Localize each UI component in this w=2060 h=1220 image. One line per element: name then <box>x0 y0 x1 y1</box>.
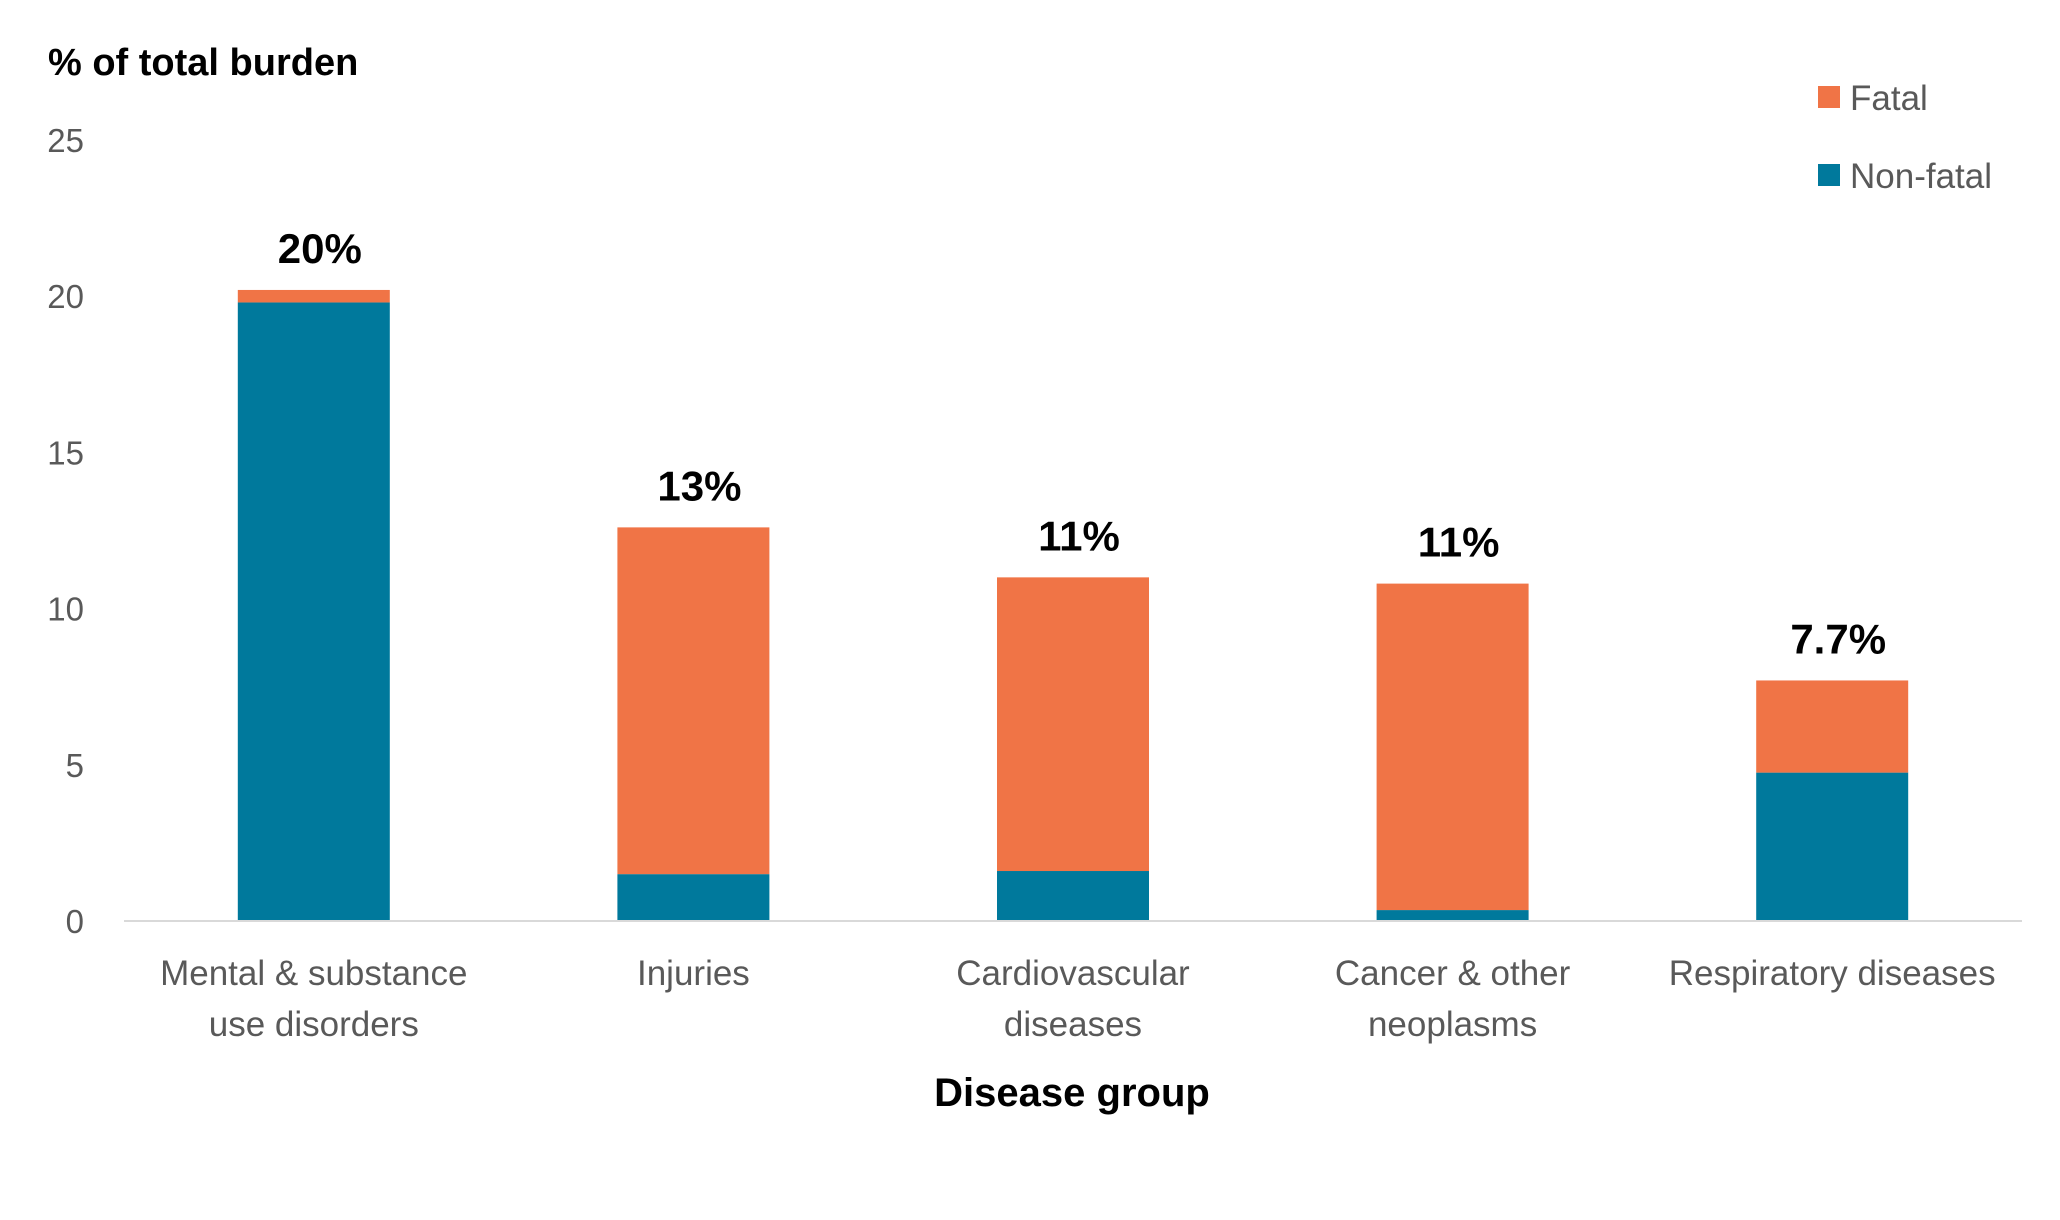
bars <box>237 289 1909 921</box>
category-label-3: Cancer & other <box>1335 954 1571 993</box>
y-tick-label: 0 <box>66 903 84 940</box>
y-tick-label: 5 <box>66 747 84 784</box>
bar-fatal-4 <box>1756 680 1909 773</box>
category-label-2: Cardiovascular <box>956 954 1190 993</box>
bar-fatal-3 <box>1376 583 1529 911</box>
y-tick-label: 20 <box>47 278 84 315</box>
data-label-3: 11% <box>1418 519 1500 566</box>
bar-fatal-0 <box>237 289 390 303</box>
category-label-0: Mental & substance <box>160 954 467 993</box>
category-label-4: Respiratory diseases <box>1669 954 1996 993</box>
y-axis-title: % of total burden <box>48 42 358 84</box>
category-labels: Mental & substance use disorders Injuries C… <box>160 954 1996 1044</box>
legend-label-fatal: Fatal <box>1850 79 1928 118</box>
legend-swatch-non-fatal <box>1818 164 1840 186</box>
y-axis-ticks: 0 5 10 15 20 25 <box>47 122 84 940</box>
bar-fatal-2 <box>997 577 1149 872</box>
category-label-1: Injuries <box>637 954 750 993</box>
category-label-3: neoplasms <box>1368 1005 1537 1044</box>
y-tick-label: 25 <box>47 122 84 159</box>
data-label-2: 11% <box>1038 512 1120 559</box>
data-label-1: 13% <box>657 462 741 509</box>
y-tick-label: 15 <box>47 434 84 471</box>
bar-non-fatal-4 <box>1756 772 1909 921</box>
legend-swatch-fatal <box>1818 86 1840 108</box>
y-tick-label: 10 <box>47 591 84 628</box>
x-axis-title: Disease group <box>934 1071 1210 1115</box>
bar-fatal-1 <box>617 527 770 875</box>
bar-non-fatal-0 <box>237 302 390 921</box>
category-label-0: use disorders <box>209 1005 419 1044</box>
data-label-0: 20% <box>278 225 362 272</box>
legend-label-non-fatal: Non-fatal <box>1850 157 1992 196</box>
bar-non-fatal-3 <box>1376 910 1529 921</box>
bar-non-fatal-2 <box>997 871 1149 921</box>
category-label-2: diseases <box>1004 1005 1142 1044</box>
data-labels: 20% 13% 11% 11% 7.7% <box>278 225 1886 663</box>
data-label-4: 7.7% <box>1790 615 1886 662</box>
bar-non-fatal-1 <box>617 874 770 921</box>
legend: Fatal Non-fatal <box>1818 79 1992 196</box>
